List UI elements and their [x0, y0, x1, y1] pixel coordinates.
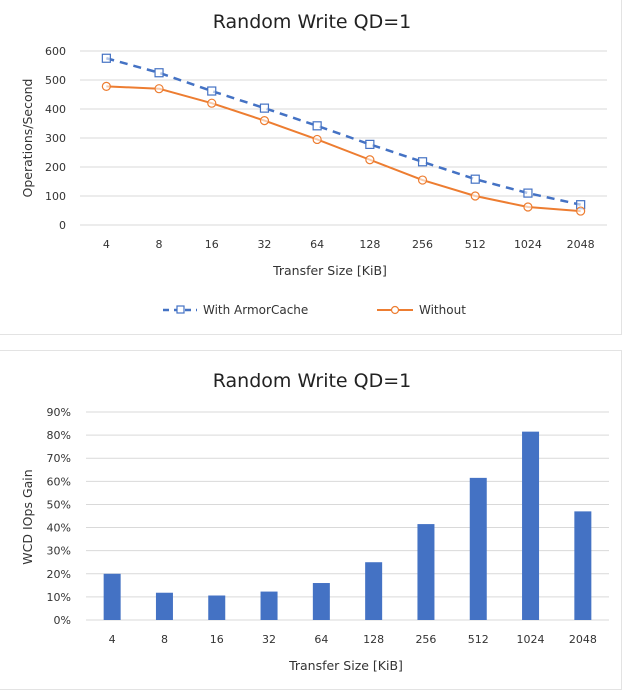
data-point-circle [417, 175, 428, 185]
legend-item-with-armorcache: With ArmorCache [163, 303, 308, 317]
bar-128 [365, 562, 383, 620]
legend-label-without: Without [419, 303, 466, 317]
data-point-square [312, 121, 322, 131]
data-point-square [470, 174, 480, 184]
data-point-square [207, 86, 217, 96]
y-tick-label: 90% [47, 406, 71, 419]
bar-1024 [522, 431, 540, 620]
y-tick-label: 600 [45, 45, 66, 58]
series-line [106, 85, 581, 213]
data-point-square [154, 68, 164, 78]
bar-4 [103, 573, 121, 620]
y-tick-label: 50% [47, 498, 71, 511]
y-tick-label: 200 [45, 161, 66, 174]
bar-chart-title: Random Write QD=1 [213, 370, 412, 392]
data-point-square [523, 188, 533, 198]
data-point-circle [259, 115, 270, 126]
data-point-square [101, 53, 111, 63]
bar-512 [469, 477, 487, 620]
data-point-square [365, 139, 375, 149]
line-chart: Random Write QD=1 0 100 200 300 400 500 600 4 8… [20, 11, 607, 317]
bar-chart-panel [0, 350, 622, 690]
data-point-circle [154, 84, 164, 94]
legend-label-with-armorcache: With ArmorCache [203, 303, 308, 317]
y-tick-label: 20% [47, 568, 71, 581]
x-tick-label: 8 [161, 633, 168, 646]
x-tick-label: 16 [205, 238, 219, 251]
y-tick-label: 100 [45, 190, 66, 203]
x-tick-label: 64 [310, 238, 324, 251]
bar-64 [312, 583, 330, 620]
y-tick-label: 400 [45, 103, 66, 116]
bar-16 [208, 595, 226, 620]
data-point-square [417, 157, 428, 167]
legend-square-marker-icon [176, 305, 185, 314]
x-tick-label: 128 [359, 238, 380, 251]
bar-2048 [574, 511, 592, 620]
y-tick-label: 500 [45, 74, 66, 87]
data-point-circle [207, 98, 217, 108]
data-point-circle [312, 134, 322, 145]
x-tick-label: 64 [314, 633, 328, 646]
series-without [101, 81, 586, 216]
x-tick-label: 512 [465, 238, 486, 251]
x-tick-label: 128 [363, 633, 384, 646]
bar-chart-x-axis-label: Transfer Size [KiB] [288, 658, 403, 673]
line-chart-x-axis-label: Transfer Size [KiB] [272, 263, 387, 278]
bar-8 [155, 592, 173, 620]
x-tick-label: 1024 [517, 633, 545, 646]
y-tick-label: 70% [47, 452, 71, 465]
bar-chart-y-axis-label: WCD IOps Gain [20, 469, 35, 564]
y-tick-label: 80% [47, 429, 71, 442]
legend-item-without: Without [377, 303, 466, 317]
y-tick-label: 30% [47, 545, 71, 558]
x-tick-label: 16 [210, 633, 224, 646]
data-point-square [259, 103, 270, 113]
bar-32 [260, 591, 278, 620]
x-tick-label: 1024 [514, 238, 542, 251]
data-point-circle [576, 206, 586, 216]
y-tick-label: 60% [47, 475, 71, 488]
y-tick-label: 10% [47, 591, 71, 604]
y-tick-label: 300 [45, 132, 66, 145]
y-tick-label: 0 [59, 219, 66, 232]
x-tick-label: 256 [412, 238, 433, 251]
x-tick-label: 2048 [569, 633, 597, 646]
bar-256 [417, 524, 435, 620]
series-with-armorcache [101, 53, 586, 210]
x-tick-label: 4 [103, 238, 110, 251]
line-chart-legend: With ArmorCache Without [163, 303, 466, 317]
x-tick-label: 8 [156, 238, 163, 251]
line-chart-y-axis-label: Operations/Second [20, 79, 35, 198]
x-tick-label: 256 [415, 633, 436, 646]
y-tick-label: 40% [47, 522, 71, 535]
x-tick-label: 4 [109, 633, 116, 646]
x-tick-label: 2048 [567, 238, 595, 251]
data-point-circle [365, 155, 375, 165]
y-tick-label: 0% [54, 614, 71, 627]
data-point-circle [523, 202, 533, 212]
legend-circle-marker-icon [390, 305, 400, 315]
line-chart-title: Random Write QD=1 [213, 11, 412, 33]
data-point-circle [101, 81, 111, 91]
x-tick-label: 512 [468, 633, 489, 646]
x-tick-label: 32 [257, 238, 271, 251]
x-tick-label: 32 [262, 633, 276, 646]
data-point-circle [470, 191, 480, 201]
